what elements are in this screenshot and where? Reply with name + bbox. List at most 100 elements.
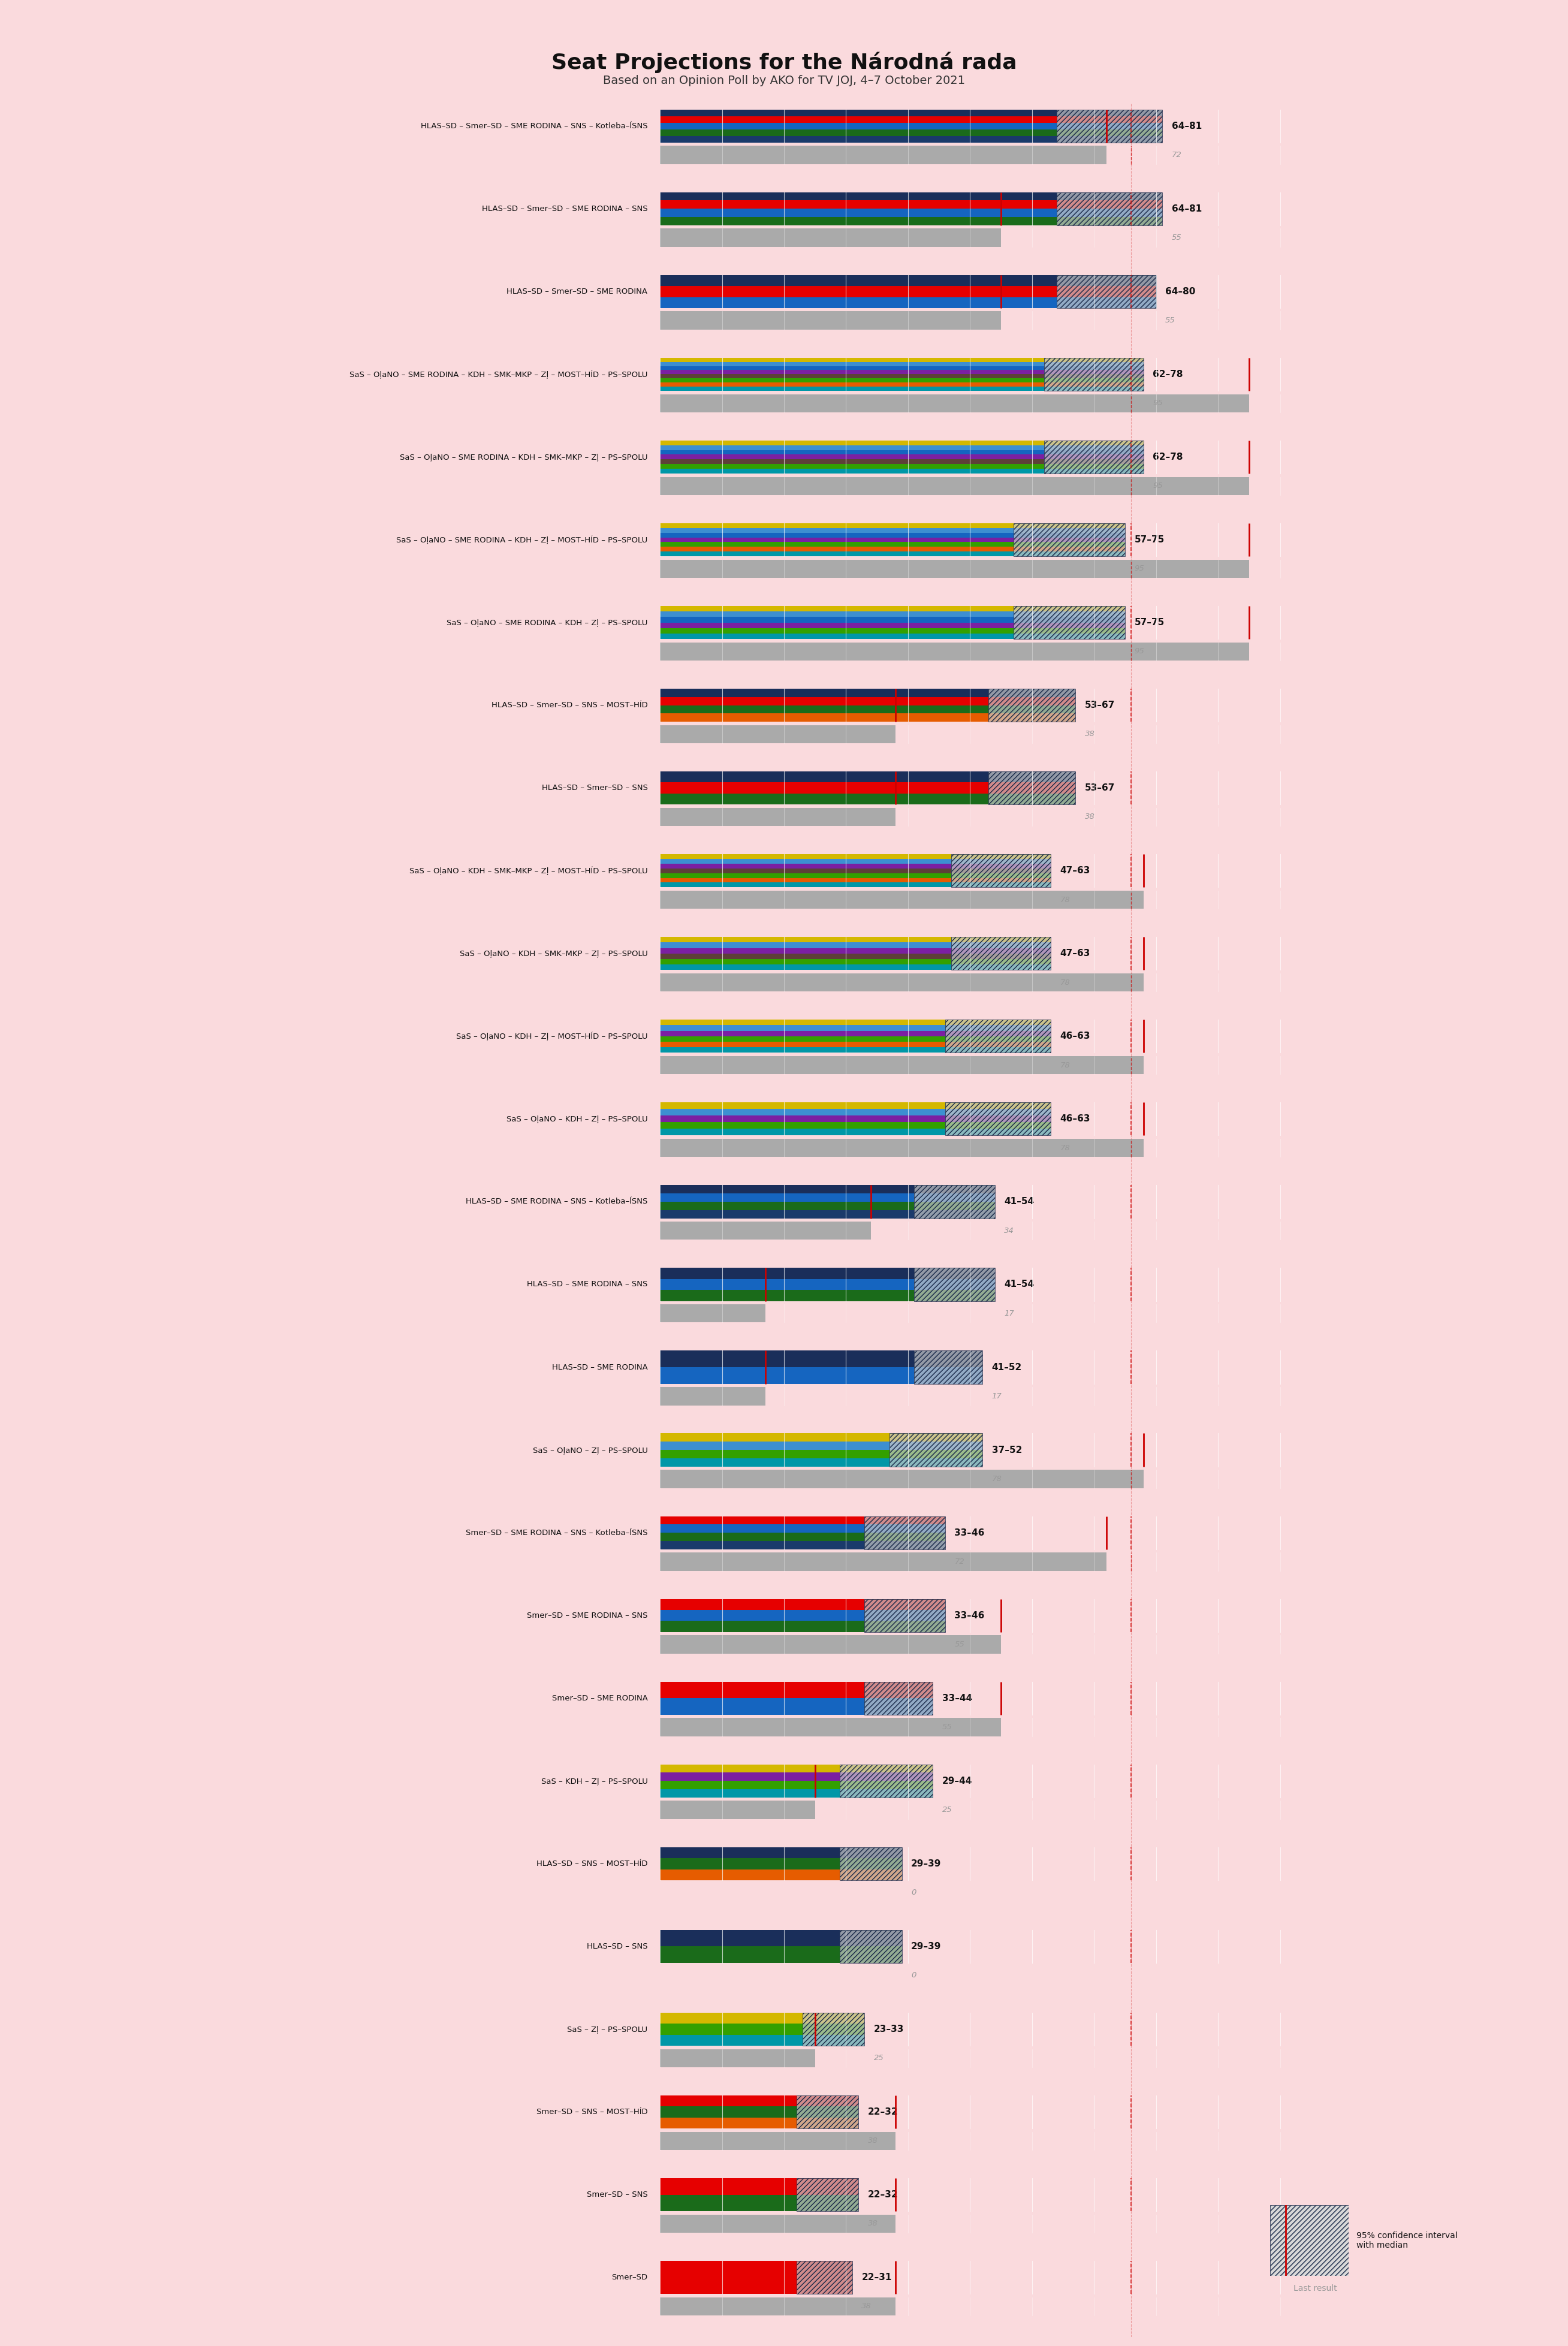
Bar [660, 1717, 1000, 1736]
Bar [660, 643, 1250, 662]
Bar [914, 1185, 994, 1218]
Bar [660, 274, 1057, 286]
Bar [952, 863, 1051, 868]
Bar [988, 772, 1076, 805]
Text: 95: 95 [1152, 481, 1163, 490]
Bar [660, 1351, 983, 1384]
Text: SaS – OļaNO – SME RODINA – KDH – SMK–MKP – Zļ – MOST–HÍD – PS–SPOLU: SaS – OļaNO – SME RODINA – KDH – SMK–MKP… [350, 371, 648, 378]
Bar [988, 772, 1076, 784]
Bar [660, 882, 952, 887]
Bar [952, 964, 1051, 969]
Bar [660, 2297, 895, 2316]
Bar [660, 1682, 864, 1699]
Bar [1057, 110, 1162, 115]
Bar [660, 129, 1057, 136]
Bar [840, 1947, 902, 1964]
Bar [660, 523, 1013, 528]
Bar [914, 1351, 983, 1384]
Text: 25: 25 [873, 2055, 884, 2062]
Text: HLAS–SD – SME RODINA: HLAS–SD – SME RODINA [552, 1363, 648, 1370]
Text: 95: 95 [1152, 399, 1163, 408]
Bar [660, 1699, 864, 1715]
Bar [1044, 371, 1143, 375]
Bar [952, 960, 1051, 964]
Bar [988, 713, 1076, 723]
Bar [660, 1774, 840, 1781]
Bar [864, 1516, 946, 1548]
Bar [840, 1764, 933, 1797]
Bar [660, 366, 1044, 371]
Bar [660, 1931, 840, 1947]
Bar [660, 936, 1051, 969]
Bar [840, 1846, 902, 1879]
Bar [660, 854, 1051, 887]
Bar [660, 375, 1044, 378]
Bar [1057, 192, 1162, 199]
Bar [660, 2013, 864, 2046]
Bar [1044, 366, 1143, 371]
Bar [660, 122, 1057, 129]
Bar [797, 2262, 851, 2294]
Text: 78: 78 [991, 1476, 1002, 1483]
Bar [1057, 192, 1162, 225]
Bar [952, 952, 1051, 960]
Bar [1044, 441, 1143, 474]
Bar [660, 952, 952, 960]
Bar [660, 1042, 946, 1046]
Bar [1013, 622, 1124, 629]
Bar [660, 1128, 946, 1135]
Bar [1013, 533, 1124, 537]
Bar [1013, 633, 1124, 638]
Bar [1013, 528, 1124, 533]
Text: HLAS–SD – SNS – MOST–HÍD: HLAS–SD – SNS – MOST–HÍD [536, 1860, 648, 1867]
Bar [1057, 110, 1162, 143]
Bar [1044, 382, 1143, 387]
Bar [660, 446, 1044, 450]
Bar [1057, 286, 1156, 298]
Bar [660, 312, 1000, 328]
Bar [988, 697, 1076, 706]
Bar [1044, 469, 1143, 474]
Bar [660, 1802, 815, 1818]
Bar [952, 936, 1051, 969]
Bar [946, 1103, 1051, 1135]
Bar [840, 1858, 902, 1870]
Bar [660, 1516, 946, 1548]
Bar [660, 863, 952, 868]
Bar [1044, 387, 1143, 392]
Bar [660, 382, 1044, 387]
Text: 64–80: 64–80 [1165, 286, 1195, 296]
Bar [660, 605, 1013, 612]
Bar [840, 1774, 933, 1781]
Text: SaS – Zļ – PS–SPOLU: SaS – Zļ – PS–SPOLU [568, 2025, 648, 2034]
Bar [660, 523, 1124, 556]
Bar [1057, 129, 1162, 136]
Bar [660, 460, 1044, 465]
Bar [952, 868, 1051, 873]
Bar [914, 1185, 994, 1218]
Bar [797, 2262, 851, 2294]
Bar [660, 1553, 1107, 1572]
Bar [840, 1931, 902, 1947]
Bar [660, 2196, 797, 2212]
Bar [797, 2107, 858, 2118]
Bar [660, 455, 1044, 460]
Text: 34: 34 [1004, 1227, 1014, 1234]
Text: SaS – OļaNO – KDH – SMK–MKP – Zļ – MOST–HÍD – PS–SPOLU: SaS – OļaNO – KDH – SMK–MKP – Zļ – MOST–… [409, 866, 648, 875]
Bar [660, 192, 1162, 225]
Bar [1057, 136, 1162, 143]
Bar [660, 891, 1143, 908]
Text: 41–54: 41–54 [1004, 1281, 1035, 1288]
Bar [864, 1682, 933, 1715]
Bar [952, 948, 1051, 952]
Bar [1013, 537, 1124, 542]
Bar [889, 1459, 983, 1466]
Bar [660, 1267, 914, 1279]
Bar [914, 1351, 983, 1384]
Text: 78: 78 [1060, 896, 1069, 903]
Bar [914, 1267, 994, 1302]
Bar [1044, 465, 1143, 469]
Bar [660, 286, 1057, 298]
Bar [952, 936, 1051, 969]
Text: 78: 78 [1060, 978, 1069, 985]
